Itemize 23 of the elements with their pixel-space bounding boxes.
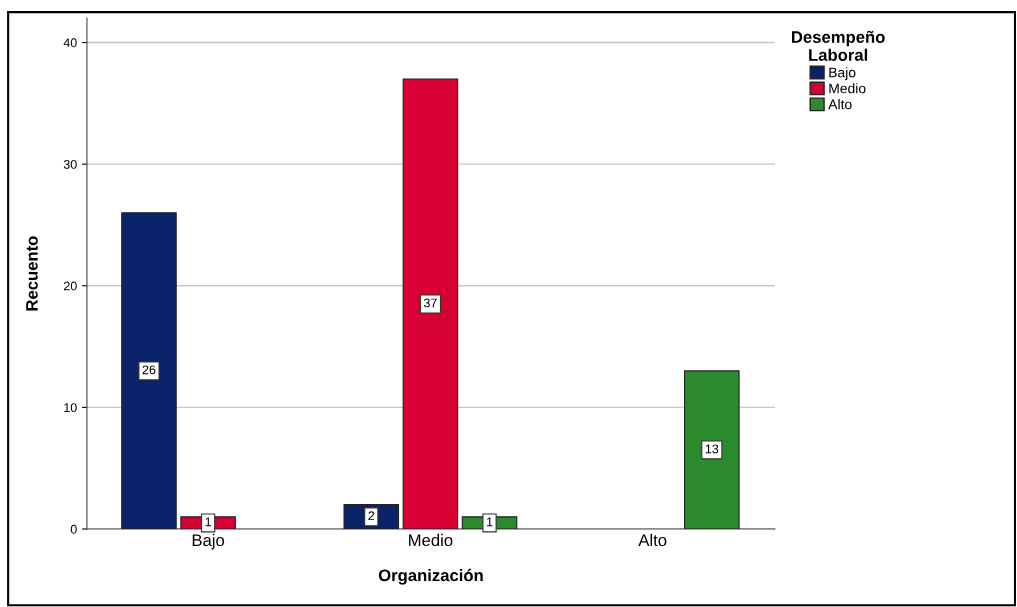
y-axis-title: Recuento: [26, 236, 38, 311]
x-tick-label: Bajo: [192, 533, 225, 550]
bar: [402, 78, 459, 529]
data-label: 37: [423, 298, 437, 308]
y-tick-label: 20: [63, 281, 77, 291]
data-label: 13: [705, 444, 719, 454]
y-tick-label: 10: [64, 403, 77, 413]
x-axis-title: Organización: [378, 568, 483, 585]
bar: [684, 370, 740, 529]
data-label: 1: [487, 517, 493, 527]
y-tick-label: 30: [63, 159, 77, 169]
data-label: 26: [142, 365, 156, 375]
legend-label: Bajo: [829, 67, 856, 81]
x-tick-label: Medio: [409, 533, 453, 547]
bar: [121, 212, 177, 529]
data-label: 1: [205, 517, 211, 527]
data-label: 2: [368, 511, 375, 521]
y-tick-label: 0: [70, 524, 77, 534]
legend-label: Alto: [828, 99, 852, 110]
legend-title: Desempeño Laboral: [792, 30, 885, 61]
legend-label: Medio: [829, 83, 866, 94]
y-tick-label: 40: [63, 38, 77, 48]
x-tick-label: Alto: [638, 533, 667, 547]
